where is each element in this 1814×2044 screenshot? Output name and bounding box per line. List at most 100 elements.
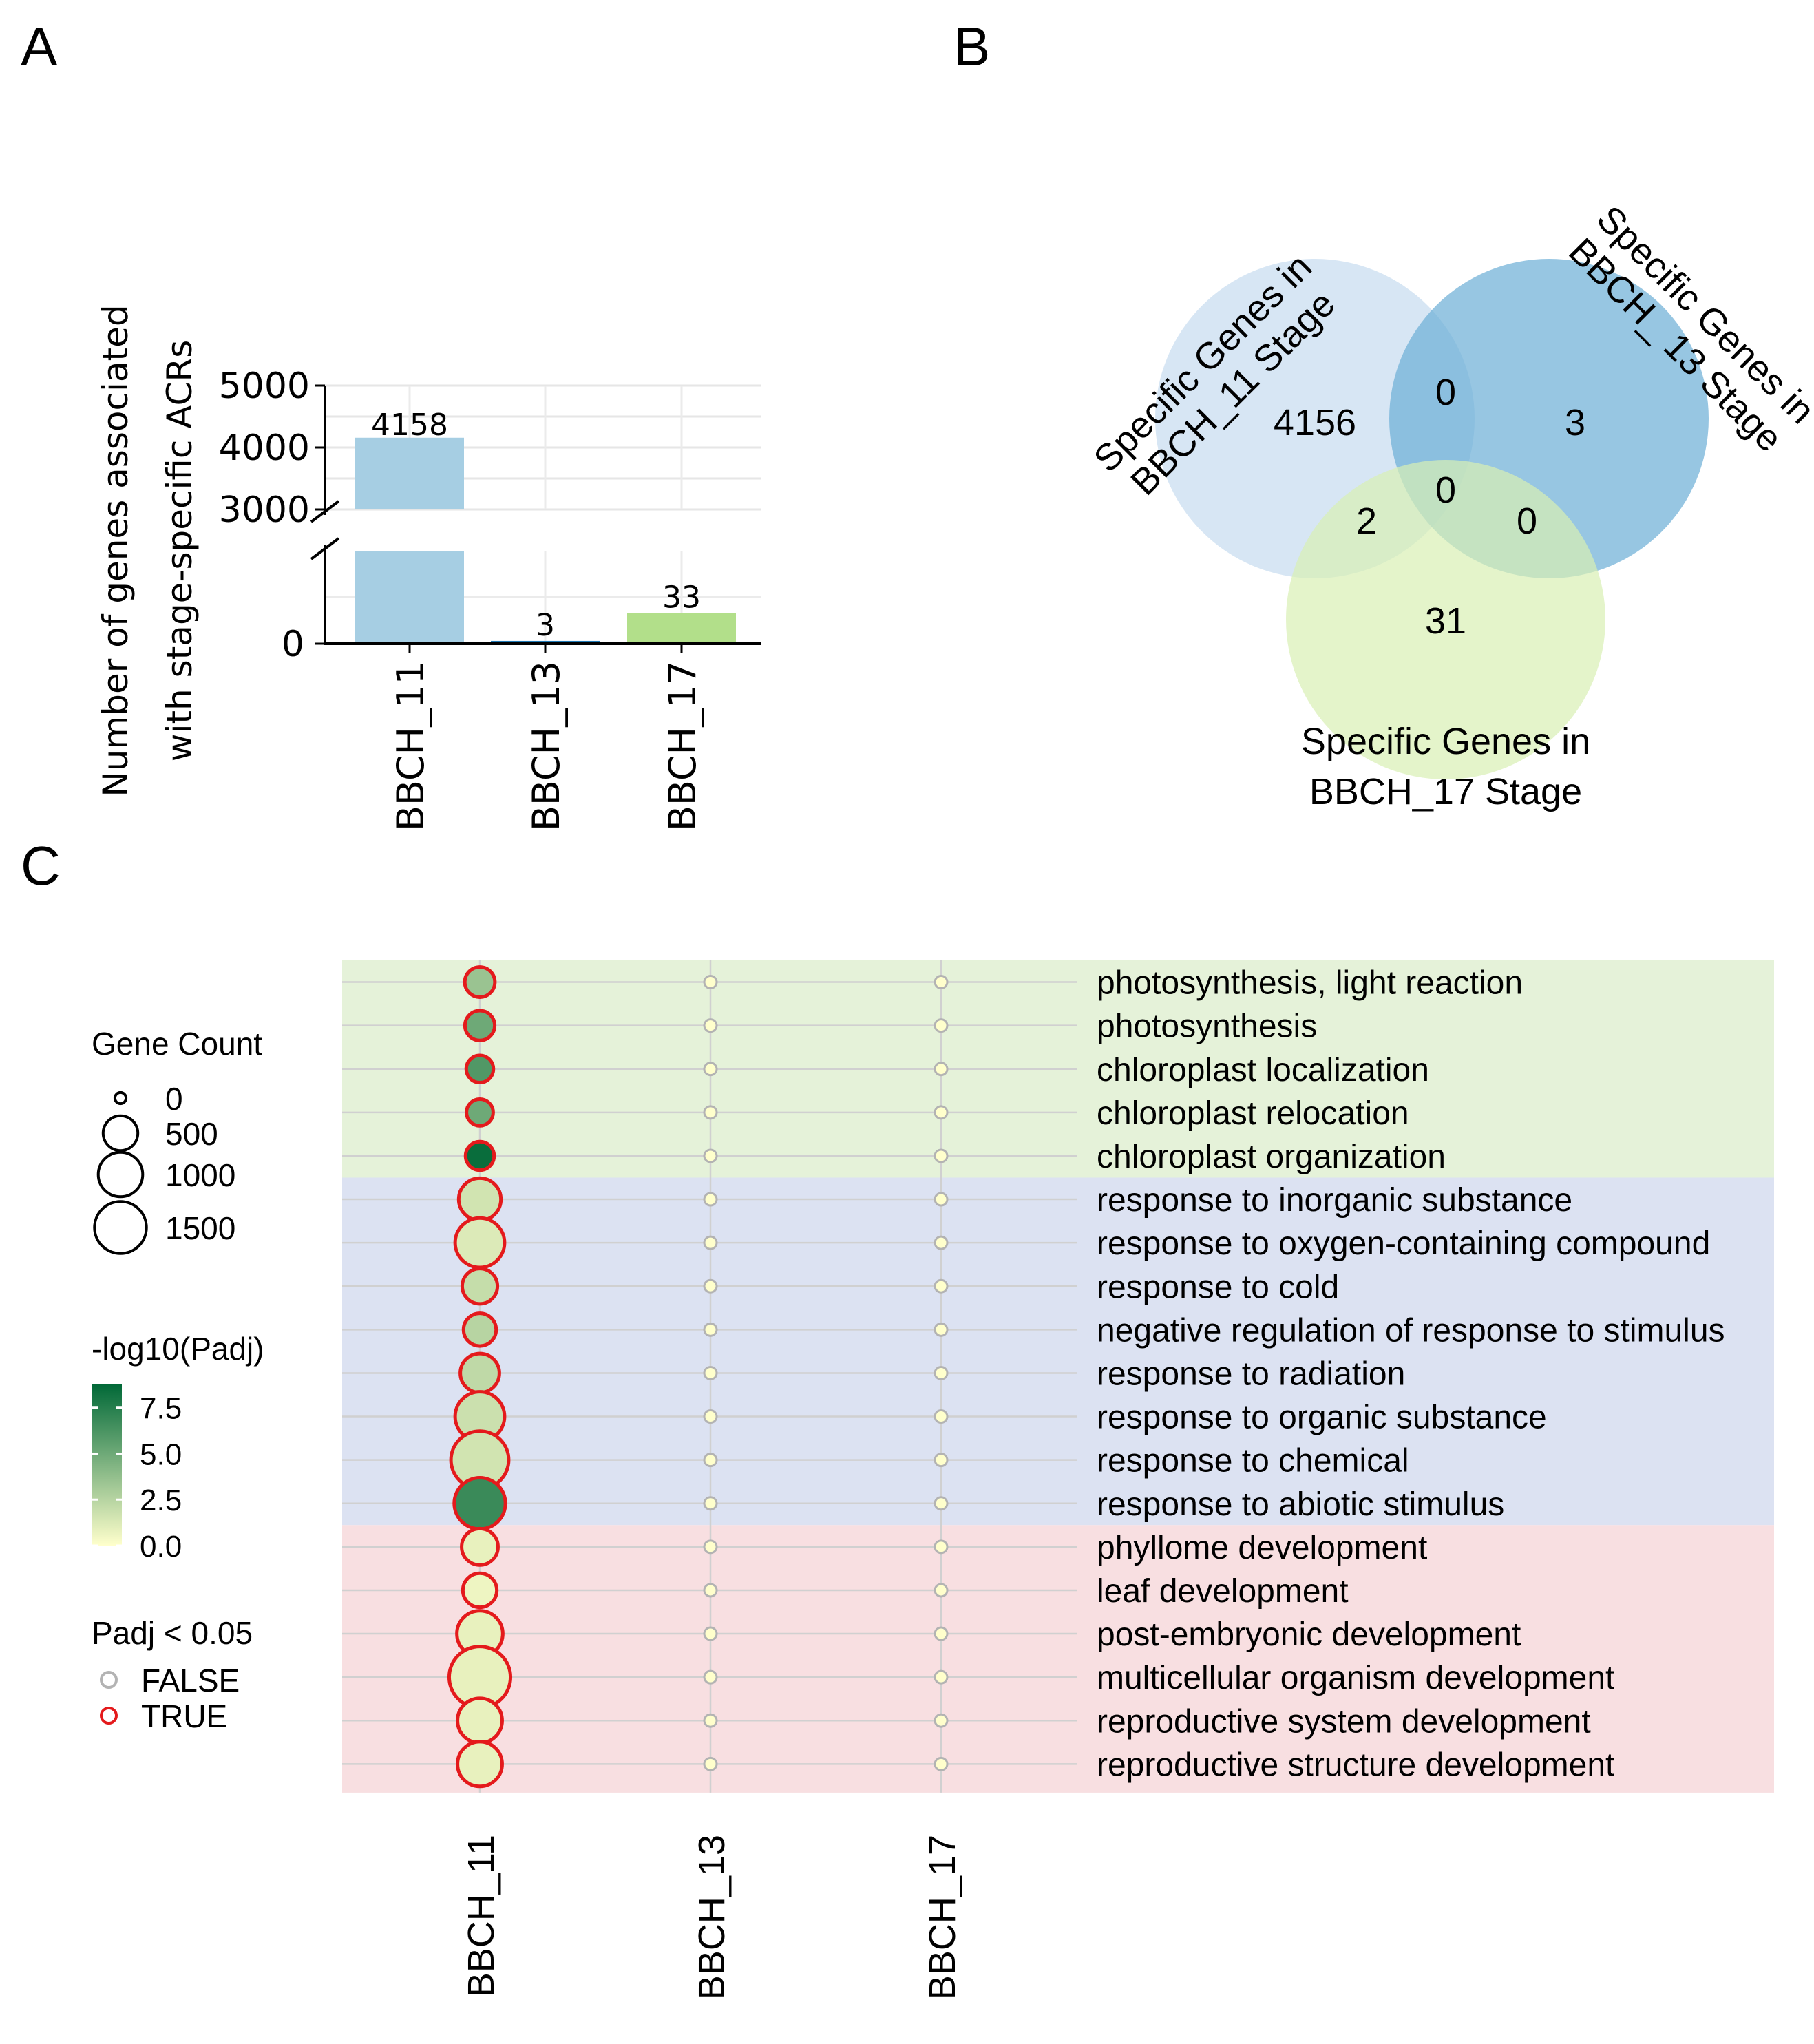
- venn-region-all: 0: [1435, 470, 1456, 511]
- dot-BBCH_13: [703, 1018, 718, 1033]
- dot-BBCH_11: [456, 1176, 503, 1223]
- legend-size-circle: [101, 1114, 140, 1152]
- go-term-label: photosynthesis: [1097, 1009, 1317, 1045]
- legend-color-bar: [92, 1384, 122, 1546]
- legend-sig-true-label: TRUE: [141, 1698, 227, 1734]
- go-term-label: reproductive structure development: [1097, 1747, 1614, 1783]
- legend-size-label: 0: [165, 1081, 183, 1117]
- dot-BBCH_13: [703, 1365, 718, 1380]
- go-term-label: post-embryonic development: [1097, 1616, 1521, 1653]
- go-term-label: multicellular organism development: [1097, 1660, 1614, 1696]
- legend-sig-false-label: FALSE: [141, 1663, 240, 1698]
- dot-BBCH_17: [934, 1105, 949, 1120]
- dot-BBCH_17: [934, 1322, 949, 1337]
- panel-b-label: B: [953, 16, 990, 77]
- group-background-response: [342, 1177, 1774, 1526]
- panel-c-label: C: [21, 835, 61, 896]
- go-term-label: chloroplast localization: [1097, 1052, 1429, 1088]
- y-tick-label: 3000: [219, 489, 310, 531]
- legend-size-circle: [113, 1091, 128, 1106]
- dot-BBCH_13: [703, 1322, 718, 1337]
- dot-BBCH_11: [460, 1526, 500, 1567]
- dot-BBCH_17: [934, 1192, 949, 1207]
- dot-BBCH_17: [934, 1539, 949, 1555]
- legend-color-title: -log10(Padj): [92, 1331, 264, 1367]
- bar-value-label: 4158: [371, 408, 448, 443]
- dot-BBCH_17: [934, 1583, 949, 1598]
- dot-BBCH_17: [934, 1669, 949, 1685]
- dot-BBCH_17: [934, 1713, 949, 1728]
- go-term-label: response to inorganic substance: [1097, 1182, 1572, 1219]
- dot-BBCH_11: [464, 1053, 496, 1085]
- legend-sig-title: Padj < 0.05: [92, 1615, 253, 1651]
- venn-region-only_11: 4156: [1274, 402, 1356, 443]
- legend-color-tick-label: 0.0: [140, 1530, 182, 1563]
- dot-BBCH_17: [934, 1062, 949, 1077]
- venn-region-r11_13: 0: [1435, 372, 1456, 413]
- dot-BBCH_13: [703, 1583, 718, 1598]
- dot-BBCH_13: [703, 1235, 718, 1250]
- dot-BBCH_11: [456, 1740, 504, 1789]
- legend-sig-true-marker: [100, 1707, 118, 1725]
- legend-color-tick-label: 7.5: [140, 1392, 182, 1426]
- dot-BBCH_13: [703, 1453, 718, 1468]
- dot-BBCH_13: [703, 1626, 718, 1641]
- dot-BBCH_13: [703, 1669, 718, 1685]
- dot-BBCH_17: [934, 1496, 949, 1511]
- bar-BBCH_13: [491, 640, 600, 644]
- dot-BBCH_17: [934, 975, 949, 990]
- venn-region-only_13: 3: [1565, 402, 1585, 443]
- y-tick-label: 4000: [219, 428, 310, 469]
- dot-BBCH_11: [456, 1696, 504, 1745]
- bar-BBCH_11-lower: [355, 551, 464, 644]
- legend-size-title: Gene Count: [92, 1026, 262, 1062]
- bar-BBCH_17: [627, 613, 736, 644]
- legend-size-circle: [93, 1200, 148, 1255]
- dot-BBCH_11: [463, 1139, 496, 1172]
- dot-BBCH_17: [934, 1235, 949, 1250]
- x-tick-label: BBCH_13: [525, 661, 568, 831]
- bar-chart-ylabel-line1: Number of genes associated: [96, 304, 136, 797]
- dot-BBCH_11: [458, 1351, 501, 1395]
- venn-region-r11_17: 2: [1356, 501, 1377, 542]
- dot-BBCH_17: [934, 1365, 949, 1380]
- legend-size-label: 1000: [165, 1157, 235, 1193]
- panel-c-dotplot: photosynthesis, light reaction photosynth…: [92, 960, 1774, 2000]
- dot-BBCH_17: [934, 1626, 949, 1641]
- dot-BBCH_13: [703, 1539, 718, 1555]
- dot-BBCH_11: [460, 1267, 500, 1306]
- panel-a-bar-chart: Number of genes associated with stage-sp…: [96, 304, 761, 831]
- bar-value-label: 33: [662, 580, 701, 615]
- dot-BBCH_11: [463, 1009, 497, 1042]
- dot-BBCH_17: [934, 1756, 949, 1771]
- venn-region-only_17: 31: [1425, 600, 1466, 642]
- dot-BBCH_13: [703, 1105, 718, 1120]
- legend-color-tick-label: 5.0: [140, 1437, 182, 1471]
- legend-color-tick-label: 2.5: [140, 1484, 182, 1517]
- dot-BBCH_11: [461, 1571, 499, 1610]
- dot-BBCH_13: [703, 1148, 718, 1163]
- group-background-development: [342, 1525, 1774, 1793]
- dot-BBCH_11: [463, 965, 497, 999]
- venn-circle-BBCH_17: [1286, 460, 1605, 779]
- venn-set-label-bbch17-line2: BBCH_17 Stage: [1309, 771, 1582, 812]
- venn-set-label-bbch17-line1: Specific Genes in: [1301, 721, 1590, 762]
- legend-sig-false-marker: [100, 1671, 118, 1689]
- dot-BBCH_11: [452, 1476, 507, 1531]
- go-term-label: response to abiotic stimulus: [1097, 1486, 1504, 1523]
- go-term-label: reproductive system development: [1097, 1703, 1591, 1740]
- go-term-label: negative regulation of response to stimu…: [1097, 1312, 1725, 1349]
- dot-BBCH_11: [461, 1311, 498, 1348]
- panel-a-label: A: [21, 16, 58, 77]
- dot-BBCH_13: [703, 1409, 718, 1424]
- dot-BBCH_17: [934, 1409, 949, 1424]
- legend-size-circle: [96, 1150, 145, 1199]
- go-term-label: phyllome development: [1097, 1530, 1427, 1566]
- dot-BBCH_11: [453, 1216, 507, 1269]
- bar-BBCH_11-upper: [355, 437, 464, 509]
- go-term-label: response to oxygen-containing compound: [1097, 1225, 1710, 1262]
- x-tick-label: BBCH_17: [661, 661, 704, 831]
- dot-BBCH_17: [934, 1278, 949, 1294]
- legend-size-label: 1500: [165, 1210, 235, 1246]
